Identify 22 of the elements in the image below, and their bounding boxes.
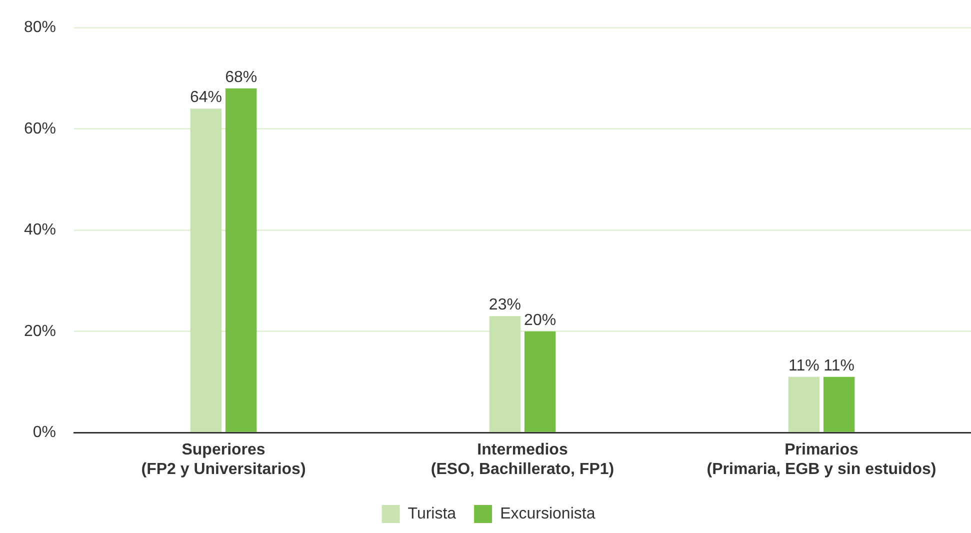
y-tick-label: 0% xyxy=(32,424,56,442)
x-tick-label: Primarios (Primaria, EGB y sin estuidos) xyxy=(706,442,936,478)
legend-label: Turista xyxy=(408,505,456,522)
data-label: 64% xyxy=(190,89,222,106)
bar xyxy=(489,316,521,432)
x-tick-label: Intermedios (ESO, Bachillerato, FP1) xyxy=(430,442,614,478)
data-label: 23% xyxy=(488,296,521,314)
x-tick-label: Superiores (FP2 y Universitarios) xyxy=(141,442,306,478)
data-label: 20% xyxy=(524,312,556,329)
y-tick-label: 60% xyxy=(24,120,56,138)
data-label: 11% xyxy=(788,357,820,374)
data-label: 68% xyxy=(225,68,258,86)
bar xyxy=(524,331,556,432)
bar xyxy=(190,108,222,432)
bar xyxy=(225,88,257,432)
data-label: 11% xyxy=(824,357,854,374)
bar xyxy=(823,376,855,432)
bar xyxy=(788,376,820,432)
y-tick-label: 40% xyxy=(24,222,56,239)
legend-label: Excursionista xyxy=(500,505,596,522)
y-tick-label: 20% xyxy=(24,322,56,340)
y-tick-label: 80% xyxy=(24,19,56,36)
